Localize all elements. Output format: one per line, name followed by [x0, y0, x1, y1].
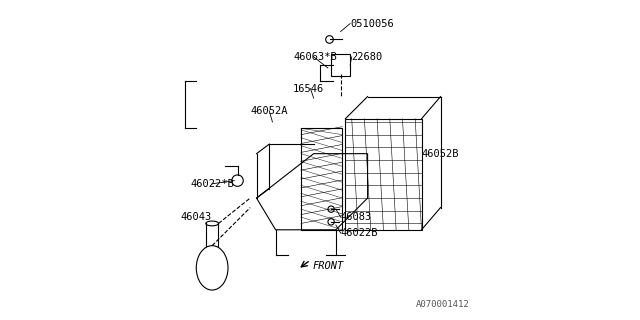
Text: 46043: 46043	[180, 212, 212, 222]
Text: 46052B: 46052B	[422, 149, 459, 159]
Text: 46083: 46083	[340, 212, 372, 222]
Text: 16546: 16546	[293, 84, 324, 94]
Text: 46052A: 46052A	[250, 106, 288, 116]
Text: 22680: 22680	[352, 52, 383, 62]
Text: 46022*B: 46022*B	[190, 179, 234, 189]
Text: 0510056: 0510056	[350, 19, 394, 28]
Text: A070001412: A070001412	[415, 300, 469, 309]
Text: 46022B: 46022B	[340, 228, 378, 238]
Text: 46063*B: 46063*B	[293, 52, 337, 62]
Text: FRONT: FRONT	[312, 261, 343, 271]
